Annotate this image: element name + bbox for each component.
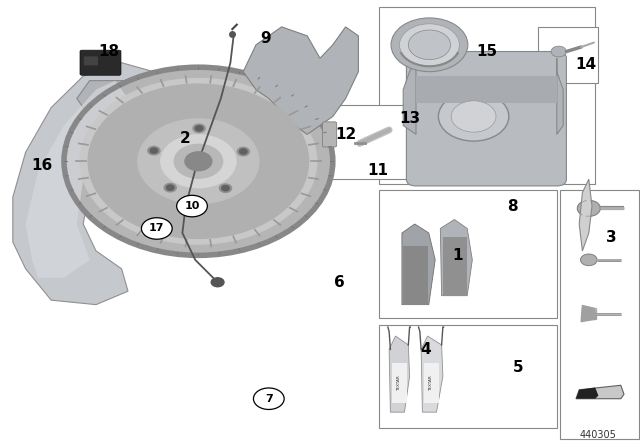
Polygon shape [243,134,294,188]
FancyBboxPatch shape [323,122,337,147]
Polygon shape [579,179,592,251]
Circle shape [141,218,172,239]
Circle shape [408,30,451,60]
Text: 13: 13 [399,111,420,126]
Text: 440305: 440305 [580,431,617,440]
Circle shape [185,152,212,171]
Circle shape [193,124,205,133]
Polygon shape [421,336,443,412]
FancyBboxPatch shape [80,50,121,75]
Circle shape [195,126,203,131]
Bar [379,7,595,184]
Polygon shape [440,220,472,296]
Polygon shape [582,308,596,319]
Text: 17: 17 [149,224,164,233]
Bar [538,27,598,83]
Circle shape [138,119,259,203]
Bar [403,246,428,305]
Circle shape [391,18,468,72]
Circle shape [211,278,224,287]
Circle shape [451,101,496,132]
Circle shape [150,148,157,153]
Circle shape [64,67,333,255]
Circle shape [253,388,284,409]
Circle shape [551,46,566,57]
Circle shape [220,184,232,193]
Text: 15: 15 [476,44,497,59]
Bar [443,237,467,296]
Text: 14: 14 [575,57,596,73]
Circle shape [399,24,460,66]
Text: 4: 4 [420,342,431,357]
Circle shape [148,146,160,155]
Circle shape [174,144,223,178]
Circle shape [239,149,247,154]
Polygon shape [389,336,410,412]
Polygon shape [557,58,563,134]
Circle shape [166,185,174,190]
Bar [314,105,410,179]
Polygon shape [403,58,416,134]
Polygon shape [13,63,173,305]
Text: 1: 1 [452,248,463,263]
Text: 16: 16 [31,158,52,173]
Circle shape [577,200,600,216]
Text: 12: 12 [335,127,356,142]
Circle shape [80,78,317,244]
Circle shape [237,147,250,156]
Text: 11: 11 [367,163,388,178]
Text: 2: 2 [180,131,191,146]
FancyBboxPatch shape [406,52,566,186]
Text: 5: 5 [513,360,524,375]
Polygon shape [576,385,624,399]
Bar [392,363,407,403]
Circle shape [580,254,597,266]
Text: TEXTAR: TEXTAR [397,375,401,391]
Circle shape [438,92,509,141]
Text: 9: 9 [260,30,271,46]
Circle shape [221,185,229,191]
Bar [424,363,439,403]
Bar [416,76,557,103]
Text: 18: 18 [98,44,120,59]
Circle shape [88,84,308,238]
FancyBboxPatch shape [84,56,98,65]
Text: 7: 7 [265,394,273,404]
Bar [379,325,557,428]
Bar [560,190,639,439]
Bar [379,190,557,318]
Polygon shape [576,388,598,399]
Text: 10: 10 [184,201,200,211]
Circle shape [164,183,176,192]
Text: 8: 8 [507,198,517,214]
Circle shape [177,195,207,217]
Text: 3: 3 [606,230,616,245]
Polygon shape [402,224,435,305]
Polygon shape [77,81,154,134]
Circle shape [161,135,236,188]
Text: 6: 6 [334,275,344,290]
Polygon shape [581,306,596,322]
Polygon shape [243,27,358,134]
Text: TEXTAR: TEXTAR [429,375,433,391]
Polygon shape [26,81,128,278]
